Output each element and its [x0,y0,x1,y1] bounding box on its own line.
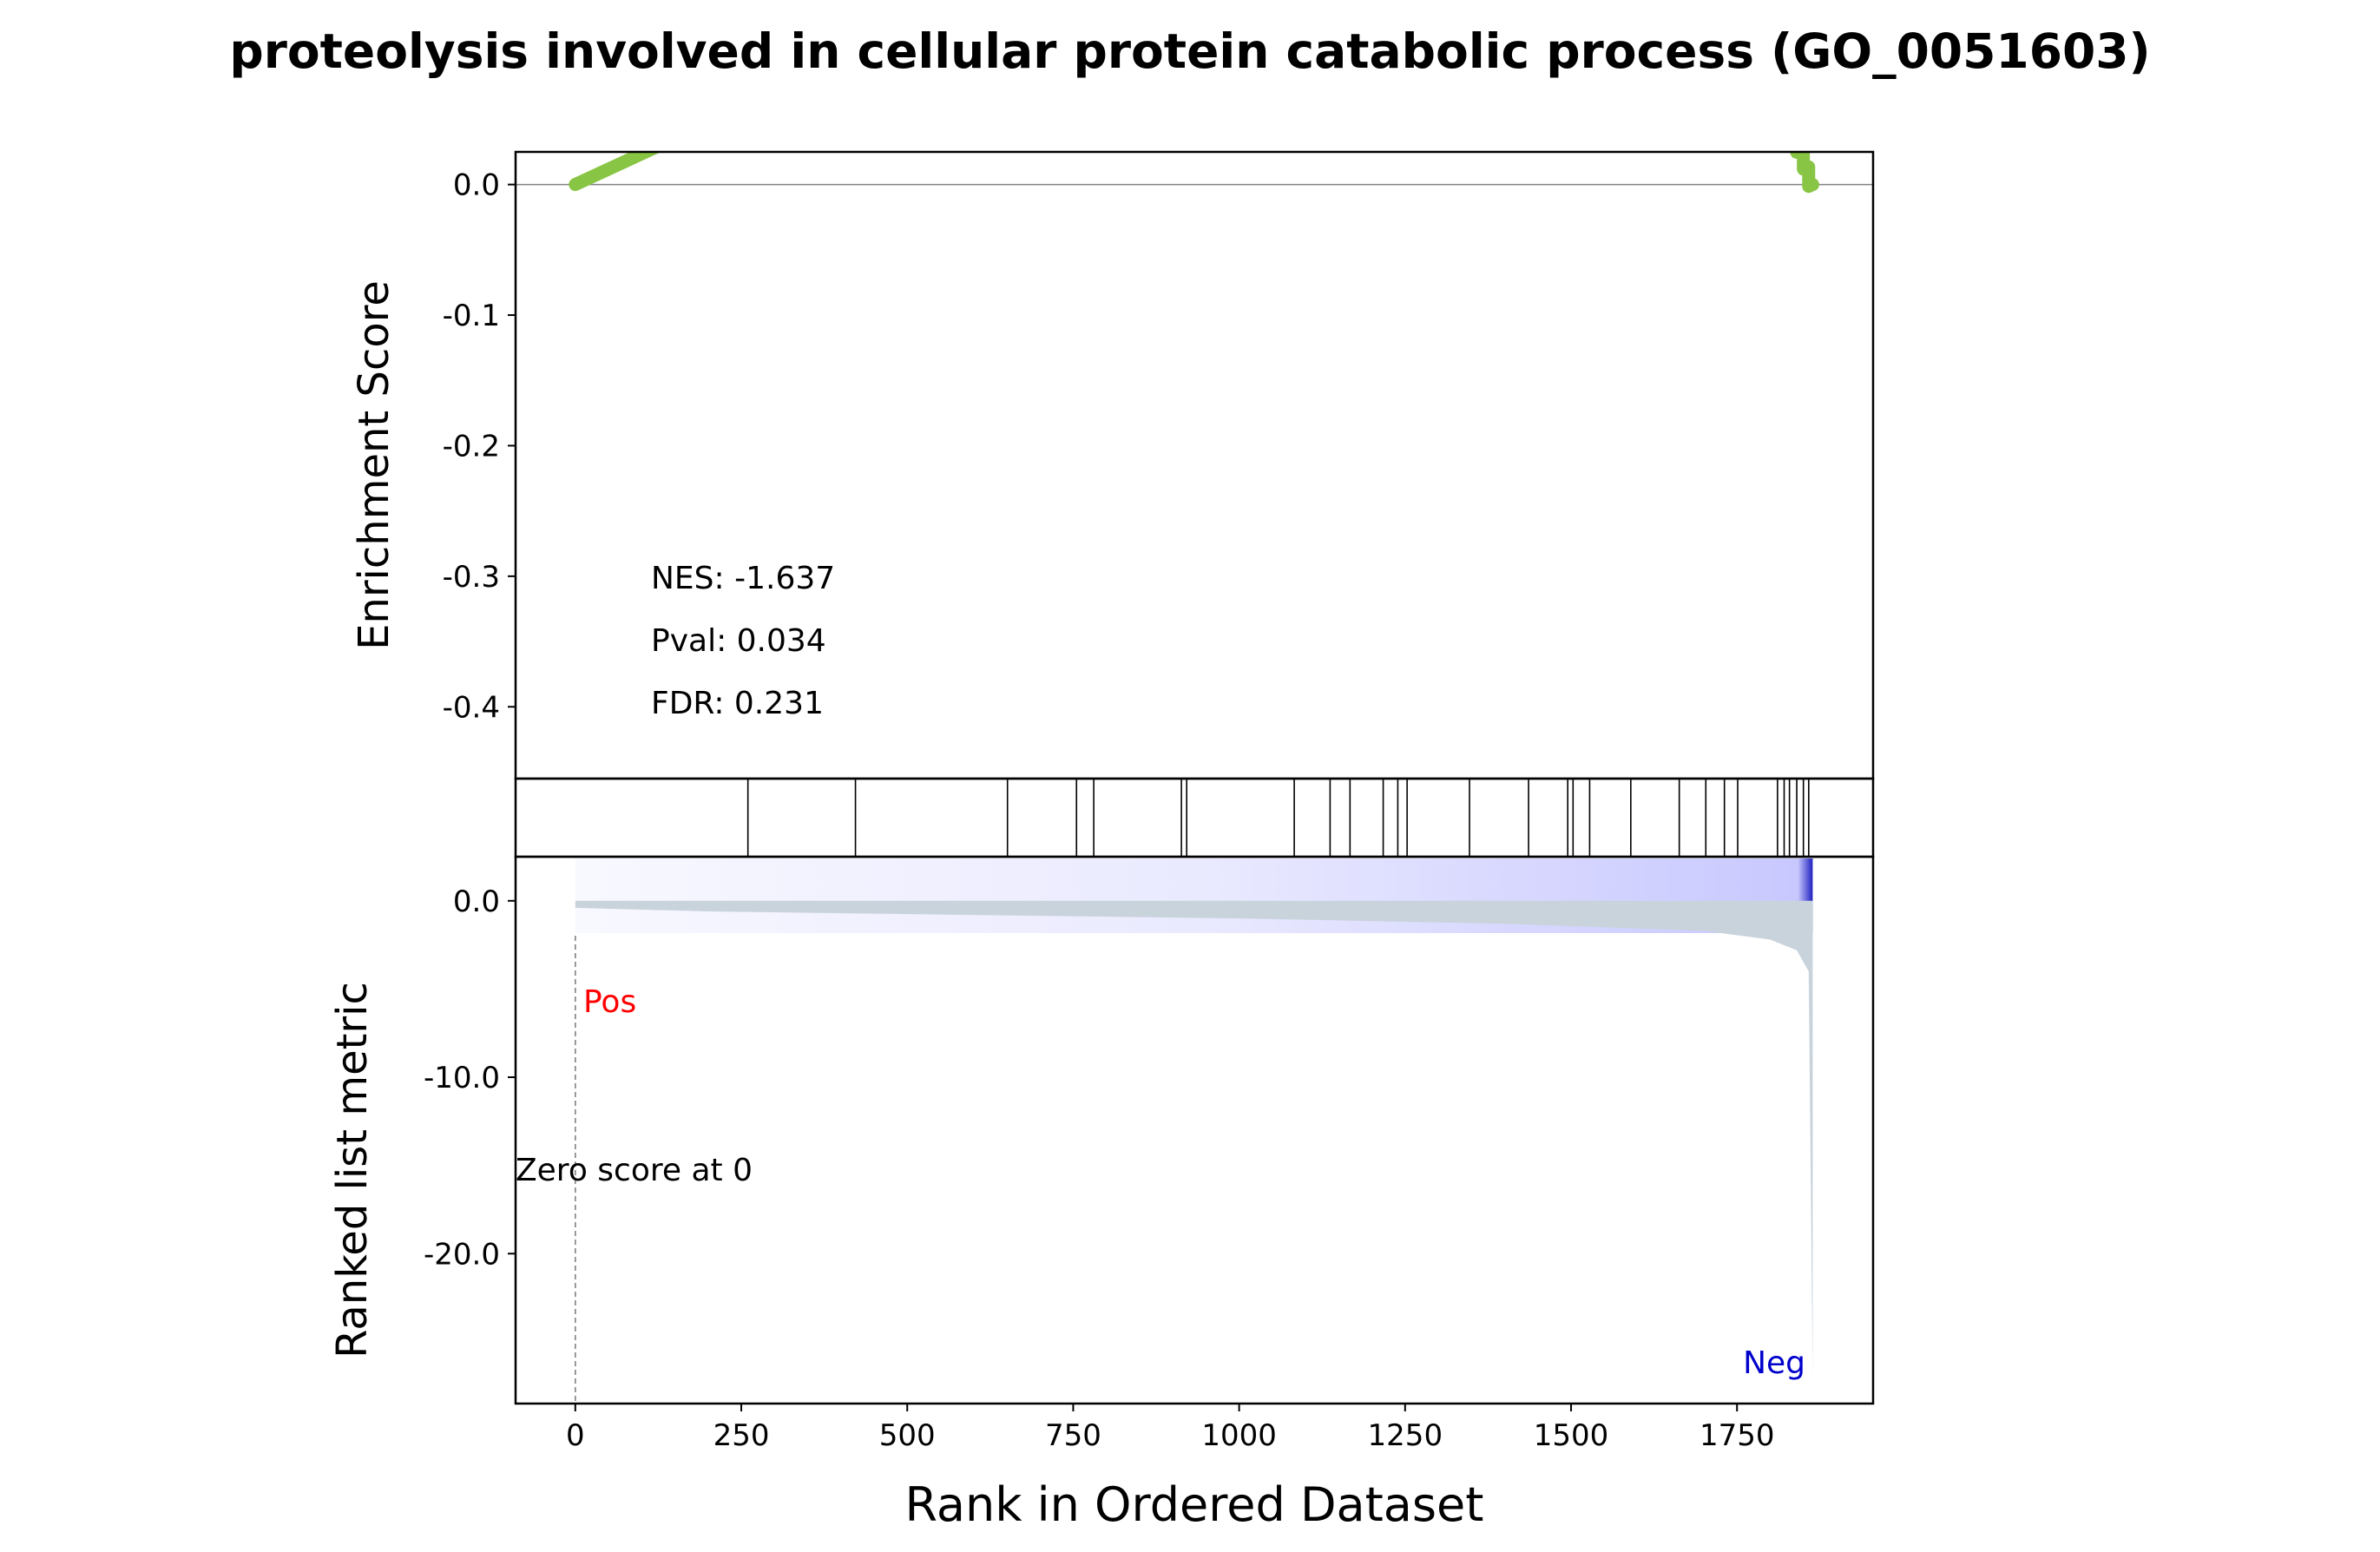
nes-label: NES: -1.637 [651,561,835,596]
es-y-tick-label: -0.2 [443,429,500,464]
enrichment-panel: 0.0 -0.1 -0.2 -0.3 -0.4 NES: -1.637 Pval: 0.… [350,150,1875,780]
es-y-tick-label: -0.1 [443,299,500,333]
metric-area [575,900,1813,1378]
es-y-tick-label: -0.4 [443,690,500,725]
zero-score-label: Zero score at 0 [516,1153,753,1188]
x-tick-label: 1500 [1534,1418,1609,1453]
chart-title: proteolysis involved in cellular protein… [229,23,2150,79]
metric-frame [514,855,1875,1405]
x-tick-label: 0 [566,1418,585,1453]
fdr-label: FDR: 0.231 [651,686,824,721]
metric-y-axis-label: Ranked list metric [328,982,377,1358]
es-frame [514,150,1875,780]
metric-y-tick-label: 0.0 [453,885,500,919]
x-tick-label: 1750 [1700,1418,1775,1453]
es-y-ticks: 0.0 -0.1 -0.2 -0.3 -0.4 [443,168,516,725]
hit-lines [746,779,1810,857]
hits-frame [514,777,1875,858]
metric-y-tick-label: -10.0 [424,1061,500,1095]
es-y-axis-label: Enrichment Score [350,280,398,650]
pos-label: Pos [583,984,636,1020]
x-tick-label: 1000 [1201,1418,1277,1453]
es-y-tick-label: -0.3 [443,560,500,595]
x-axis-label: Rank in Ordered Dataset [905,1477,1484,1532]
neg-label: Neg [1743,1345,1805,1381]
metric-y-tick-label: -20.0 [424,1237,500,1272]
es-y-tick-label: 0.0 [453,168,500,203]
x-tick-label: 1250 [1368,1418,1443,1453]
metric-y-ticks: 0.0 -10.0 -20.0 [424,885,516,1272]
x-axis-ticks: 0 250 500 750 1000 1250 1500 1750 [566,1404,1774,1453]
hits-panel [514,777,1875,858]
x-tick-label: 750 [1045,1418,1101,1453]
x-tick-label: 500 [879,1418,936,1453]
metric-panel: Zero score at 0 Pos Neg 0.0 -10.0 -20.0 Ra… [328,855,1875,1405]
pval-label: Pval: 0.034 [651,623,826,659]
x-tick-label: 250 [713,1418,770,1453]
